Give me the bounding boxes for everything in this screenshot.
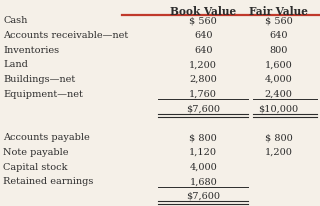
Text: 2,800: 2,800 [189,75,217,84]
Text: Book Value: Book Value [170,6,236,17]
Text: 4,000: 4,000 [189,163,217,172]
Text: $ 800: $ 800 [189,133,217,143]
Text: $7,600: $7,600 [186,192,220,201]
Text: $ 560: $ 560 [265,16,292,26]
Text: Accounts receivable—net: Accounts receivable—net [3,31,128,40]
Text: 640: 640 [194,31,212,40]
Text: 4,000: 4,000 [265,75,292,84]
Text: 1,200: 1,200 [189,60,217,69]
Text: 1,680: 1,680 [189,177,217,186]
Text: Cash: Cash [3,16,28,26]
Text: 1,760: 1,760 [189,90,217,99]
Text: 640: 640 [269,31,288,40]
Text: $7,600: $7,600 [186,104,220,113]
Text: $ 560: $ 560 [189,16,217,26]
Text: Note payable: Note payable [3,148,69,157]
Text: Buildings—net: Buildings—net [3,75,76,84]
Text: Capital stock: Capital stock [3,163,68,172]
Text: 1,200: 1,200 [264,148,292,157]
Text: 640: 640 [194,46,212,55]
Text: Fair Value: Fair Value [249,6,308,17]
Text: 800: 800 [269,46,288,55]
Text: 1,600: 1,600 [265,60,292,69]
Text: $10,000: $10,000 [258,104,299,113]
Text: Accounts payable: Accounts payable [3,133,90,143]
Text: Land: Land [3,60,28,69]
Text: Retained earnings: Retained earnings [3,177,93,186]
Text: 1,120: 1,120 [189,148,217,157]
Text: Inventories: Inventories [3,46,59,55]
Text: 2,400: 2,400 [264,90,292,99]
Text: $ 800: $ 800 [265,133,292,143]
Text: Equipment—net: Equipment—net [3,90,83,99]
